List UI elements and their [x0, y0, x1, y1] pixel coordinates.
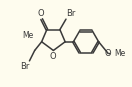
Text: Br: Br	[20, 62, 29, 71]
Text: O: O	[38, 9, 44, 18]
Text: O: O	[105, 49, 112, 58]
Text: O: O	[50, 52, 56, 61]
Text: Me: Me	[23, 31, 34, 40]
Text: Br: Br	[66, 9, 76, 18]
Text: Me: Me	[114, 49, 125, 58]
